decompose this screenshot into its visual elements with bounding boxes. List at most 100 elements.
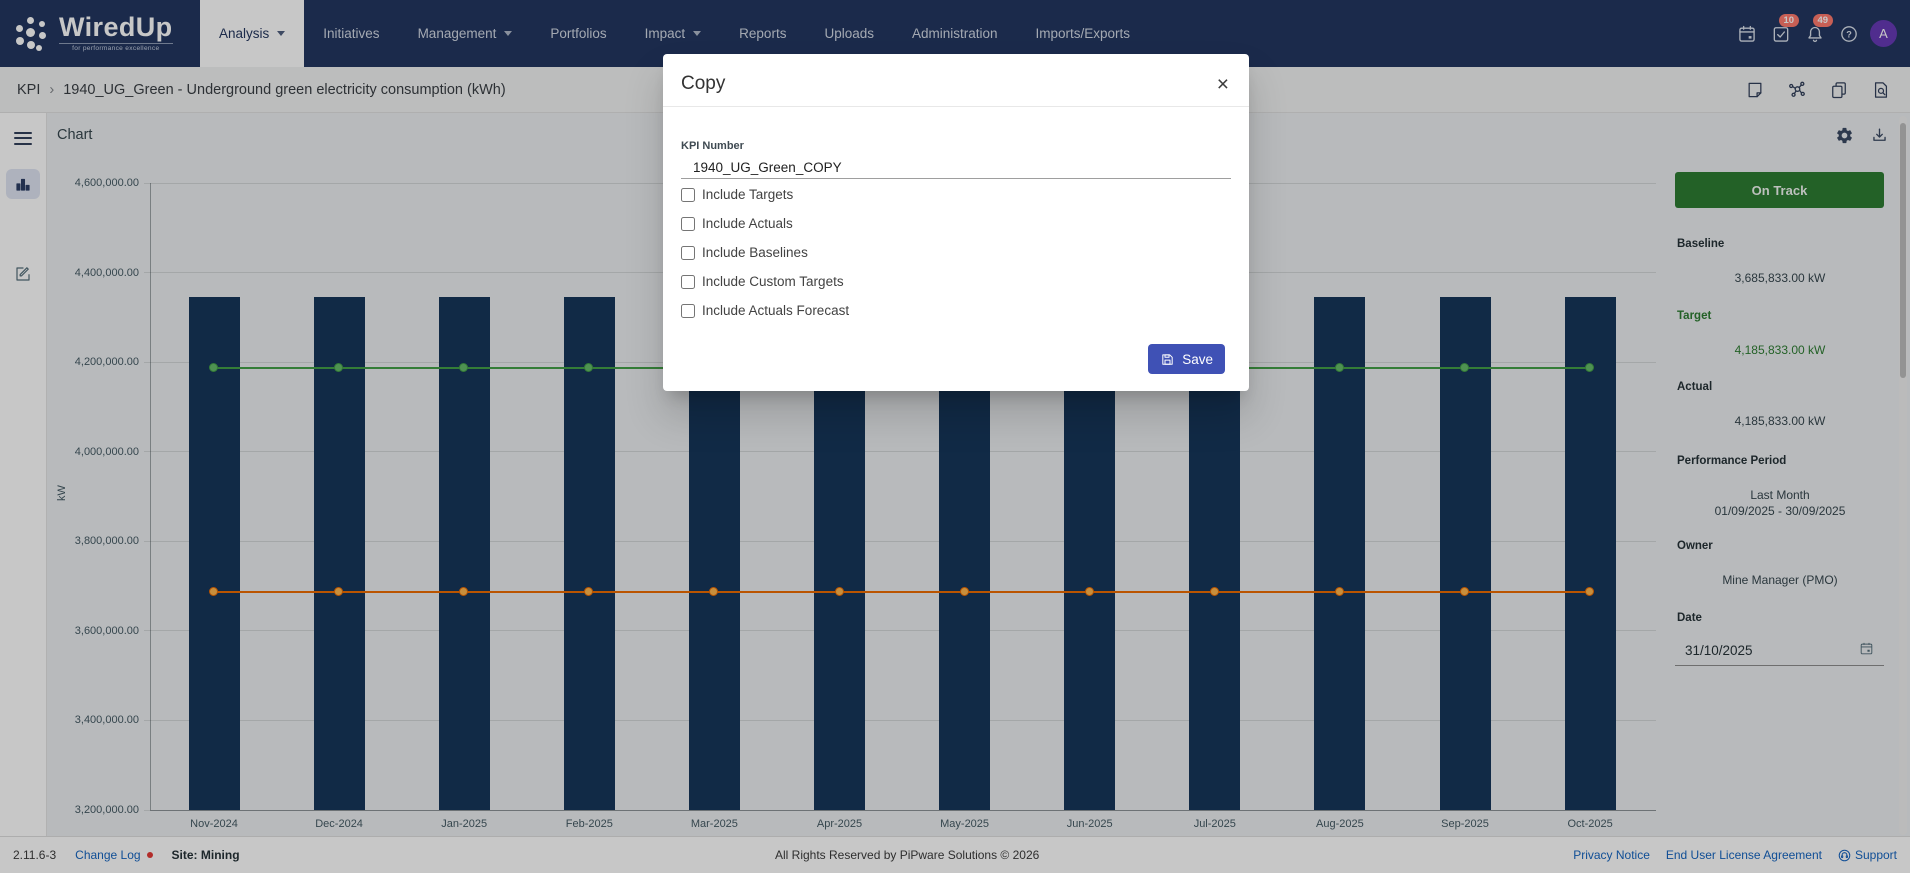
value-line: 3,685,833.00 kW	[1734, 271, 1826, 285]
point-baseline[interactable]	[1585, 587, 1595, 597]
checkbox-label: Include Actuals Forecast	[702, 303, 850, 318]
nav-item-administration[interactable]: Administration	[893, 0, 1017, 67]
copy-icon[interactable]	[1827, 78, 1851, 102]
preview-report-icon[interactable]	[1869, 78, 1893, 102]
save-button[interactable]: Save	[1148, 344, 1225, 374]
app-logo[interactable]: WiredUp for performance excellence	[0, 0, 200, 67]
user-avatar[interactable]: A	[1870, 20, 1897, 47]
menu-hamburger-icon[interactable]	[14, 128, 32, 148]
close-icon[interactable]: ×	[1216, 72, 1229, 96]
help-icon[interactable]: ?	[1836, 21, 1861, 46]
bar-aug-2025[interactable]	[1314, 296, 1366, 810]
point-baseline[interactable]	[209, 587, 218, 597]
app-name: WiredUp	[59, 12, 173, 43]
footer-link-privacy-notice[interactable]: Privacy Notice	[1573, 848, 1650, 862]
hierarchy-icon[interactable]	[1785, 78, 1809, 102]
change-log-link[interactable]: Change Log	[75, 848, 153, 862]
nav-item-impact[interactable]: Impact	[626, 0, 721, 67]
notifications-bell-icon[interactable]: 49	[1802, 14, 1833, 46]
nav-item-imports-exports[interactable]: Imports/Exports	[1017, 0, 1150, 67]
nav-menu: Analysis Initiatives Management Portfolios I…	[200, 0, 1149, 67]
chart-download-icon[interactable]	[1868, 124, 1890, 146]
scrollbar-thumb[interactable]	[1900, 123, 1906, 378]
checkbox-include-actuals[interactable]	[681, 216, 695, 231]
point-baseline[interactable]	[584, 587, 594, 597]
checkbox-include-actuals-forecast[interactable]	[681, 303, 695, 318]
bar-oct-2025[interactable]	[1564, 296, 1616, 810]
point-baseline[interactable]	[1209, 587, 1219, 597]
point-target[interactable]	[334, 363, 344, 373]
checkbox-row: Include Baselines	[681, 238, 1231, 267]
point-baseline[interactable]	[459, 587, 469, 597]
x-tick-label: Jun-2025	[1066, 818, 1113, 830]
footer-link-end-user-license-agreement[interactable]: End User License Agreement	[1666, 848, 1822, 862]
checkbox-row: Include Custom Targets	[681, 267, 1231, 296]
nav-item-label: Uploads	[824, 26, 874, 41]
status-badge[interactable]: On Track	[1675, 172, 1884, 208]
panel-field-value: 3,685,833.00 kW	[1673, 270, 1887, 286]
panel-field-label-baseline: Baseline	[1677, 238, 1725, 250]
nav-item-management[interactable]: Management	[399, 0, 532, 67]
nav-item-reports[interactable]: Reports	[720, 0, 805, 67]
date-input[interactable]: 31/10/2025	[1675, 635, 1884, 666]
dialog-header: Copy ×	[663, 54, 1249, 107]
point-target[interactable]	[459, 363, 469, 373]
bar-jan-2025[interactable]	[438, 296, 490, 810]
checkbox-row: Include Targets	[681, 180, 1231, 209]
dialog-title: Copy	[681, 73, 726, 94]
point-baseline[interactable]	[709, 587, 719, 597]
checkbox-row: Include Actuals Forecast	[681, 296, 1231, 325]
kpi-number-input[interactable]	[681, 159, 1231, 175]
point-baseline[interactable]	[334, 587, 344, 597]
nav-item-analysis[interactable]: Analysis	[200, 0, 305, 67]
bar-sep-2025[interactable]	[1439, 296, 1491, 810]
sidebar-item-chart[interactable]	[6, 169, 40, 199]
point-target[interactable]	[1460, 363, 1469, 373]
calendar-picker-icon[interactable]	[1859, 641, 1874, 659]
checkbox-label: Include Actuals	[702, 216, 793, 231]
x-tick-label: Jan-2025	[441, 818, 488, 830]
footer-link-label: End User License Agreement	[1665, 848, 1822, 862]
point-baseline[interactable]	[959, 587, 969, 597]
note-icon[interactable]	[1743, 78, 1767, 102]
chart-settings-gear-icon[interactable]	[1833, 124, 1855, 146]
footer-link-support[interactable]: Support	[1838, 848, 1897, 862]
bar-dec-2024[interactable]	[313, 296, 365, 810]
point-baseline[interactable]	[1334, 587, 1344, 597]
checkbox-include-custom-targets[interactable]	[681, 274, 695, 289]
panel-field-label-target: Target	[1677, 310, 1712, 322]
footer-links: Privacy Notice End User License Agreement…	[1573, 837, 1897, 873]
footer-link-label: Privacy Notice	[1573, 848, 1650, 862]
checkbox-include-baselines[interactable]	[681, 245, 695, 260]
chevron-down-icon	[504, 31, 513, 36]
point-baseline[interactable]	[1084, 587, 1094, 597]
breadcrumb-root[interactable]: KPI	[17, 81, 41, 98]
bar-feb-2025[interactable]	[563, 296, 615, 810]
calendar-icon[interactable]	[1734, 21, 1759, 46]
copy-dialog: Copy × KPI Number Include TargetsInclude…	[663, 54, 1249, 391]
point-target[interactable]	[584, 363, 594, 373]
point-baseline[interactable]	[1460, 587, 1469, 597]
point-target[interactable]	[1585, 363, 1595, 373]
value-line: 4,185,833.00 kW	[1734, 343, 1826, 357]
nav-item-portfolios[interactable]: Portfolios	[531, 0, 625, 67]
y-tick-label: 3,800,000.00	[74, 535, 139, 548]
point-target[interactable]	[209, 363, 218, 373]
bar-nov-2024[interactable]	[188, 296, 240, 810]
point-target[interactable]	[1334, 363, 1344, 373]
panel-field-value: Last Month 01/09/2025 - 30/09/2025	[1673, 487, 1887, 519]
gridline	[144, 719, 1656, 721]
point-baseline[interactable]	[834, 587, 844, 597]
chart-title: Chart	[57, 127, 93, 143]
change-log-label: Change Log	[75, 848, 141, 862]
sidebar-item-edit[interactable]	[6, 259, 40, 289]
x-tick-label: Nov-2024	[190, 818, 238, 830]
app-tagline: for performance excellence	[59, 43, 173, 53]
tasks-icon[interactable]: 10	[1768, 14, 1799, 46]
nav-item-uploads[interactable]: Uploads	[805, 0, 893, 67]
panel-scrollbar[interactable]	[1899, 116, 1907, 835]
checkbox-include-targets[interactable]	[681, 187, 695, 202]
checkbox-row: Include Actuals	[681, 209, 1231, 238]
nav-item-initiatives[interactable]: Initiatives	[304, 0, 398, 67]
save-floppy-icon	[1162, 353, 1173, 365]
